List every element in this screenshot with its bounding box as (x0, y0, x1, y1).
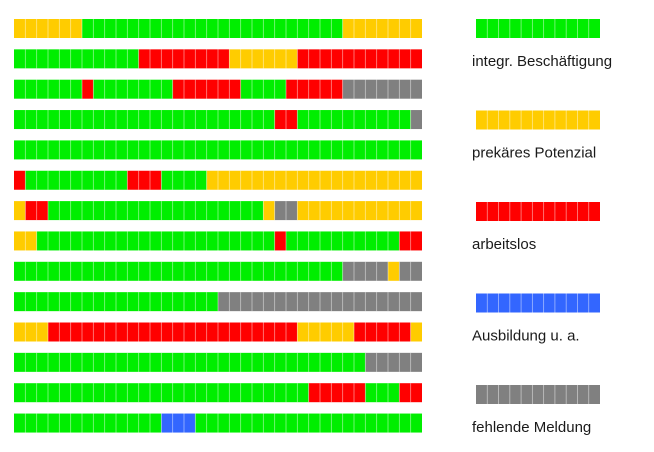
segment-employed (365, 383, 400, 403)
segment-employed (14, 413, 162, 433)
sequence-row (14, 79, 422, 99)
legend-swatch-employed (476, 19, 600, 38)
segment-precarious (388, 261, 400, 281)
legend-label-employed: integr. Beschäftigung (472, 53, 612, 70)
segment-unemployed (297, 49, 422, 69)
sequence-row (14, 231, 422, 251)
sequence-row (14, 352, 422, 372)
segment-employed (14, 352, 366, 372)
legend-item-precarious: prekäres Potenzial (472, 110, 600, 162)
legend-label-precarious: prekäres Potenzial (472, 145, 596, 162)
legend-item-unemployed: arbeitslos (472, 202, 600, 253)
legend-swatch-precarious (476, 110, 600, 130)
segment-employed (14, 110, 275, 130)
legend-label-missing: fehlende Meldung (472, 419, 591, 436)
segment-unemployed (127, 170, 162, 190)
segment-precarious (206, 170, 422, 190)
sequence-row (14, 170, 422, 190)
legend-swatch-unemployed (476, 202, 600, 221)
legend-item-training: Ausbildung u. a. (472, 293, 600, 345)
segment-employed (82, 19, 343, 38)
sequence-rows (14, 19, 422, 433)
sequence-row (14, 19, 422, 38)
sequence-row (14, 261, 422, 281)
segment-employed (14, 261, 343, 281)
legend-swatch-training (476, 293, 600, 313)
legend-item-employed: integr. Beschäftigung (472, 19, 612, 70)
segment-missing (342, 79, 422, 99)
segment-precarious (14, 201, 26, 221)
sequence-row (14, 140, 422, 160)
segment-missing (365, 352, 422, 372)
sequence-row (14, 413, 422, 433)
segment-precarious (14, 322, 48, 342)
segment-precarious (297, 201, 422, 221)
segment-unemployed (354, 322, 411, 342)
legend: integr. Beschäftigung prekäres Potenzial a… (472, 19, 612, 436)
segment-precarious (410, 322, 422, 342)
sequence-row (14, 201, 422, 221)
segment-missing (410, 110, 422, 130)
segment-employed (25, 170, 128, 190)
segment-precarious (263, 201, 275, 221)
segment-employed (36, 231, 275, 251)
legend-label-unemployed: arbeitslos (472, 236, 536, 253)
segment-unemployed (308, 383, 366, 403)
legend-label-training: Ausbildung u. a. (472, 328, 580, 345)
segment-unemployed (286, 79, 343, 99)
sequence-row (14, 322, 422, 342)
sequence-row (14, 383, 422, 403)
segment-unemployed (274, 231, 286, 251)
segment-training (161, 413, 196, 433)
legend-swatch-missing (476, 385, 600, 404)
segment-unemployed (82, 79, 94, 99)
segment-unemployed (14, 170, 26, 190)
segment-precarious (297, 322, 354, 342)
segment-employed (14, 49, 139, 69)
segment-precarious (342, 19, 422, 38)
segment-employed (48, 201, 264, 221)
segment-employed (93, 79, 173, 99)
sequence-row (14, 49, 422, 69)
sequence-row (14, 110, 422, 130)
sequence-row (14, 292, 422, 312)
legend-item-missing: fehlende Meldung (472, 385, 600, 436)
